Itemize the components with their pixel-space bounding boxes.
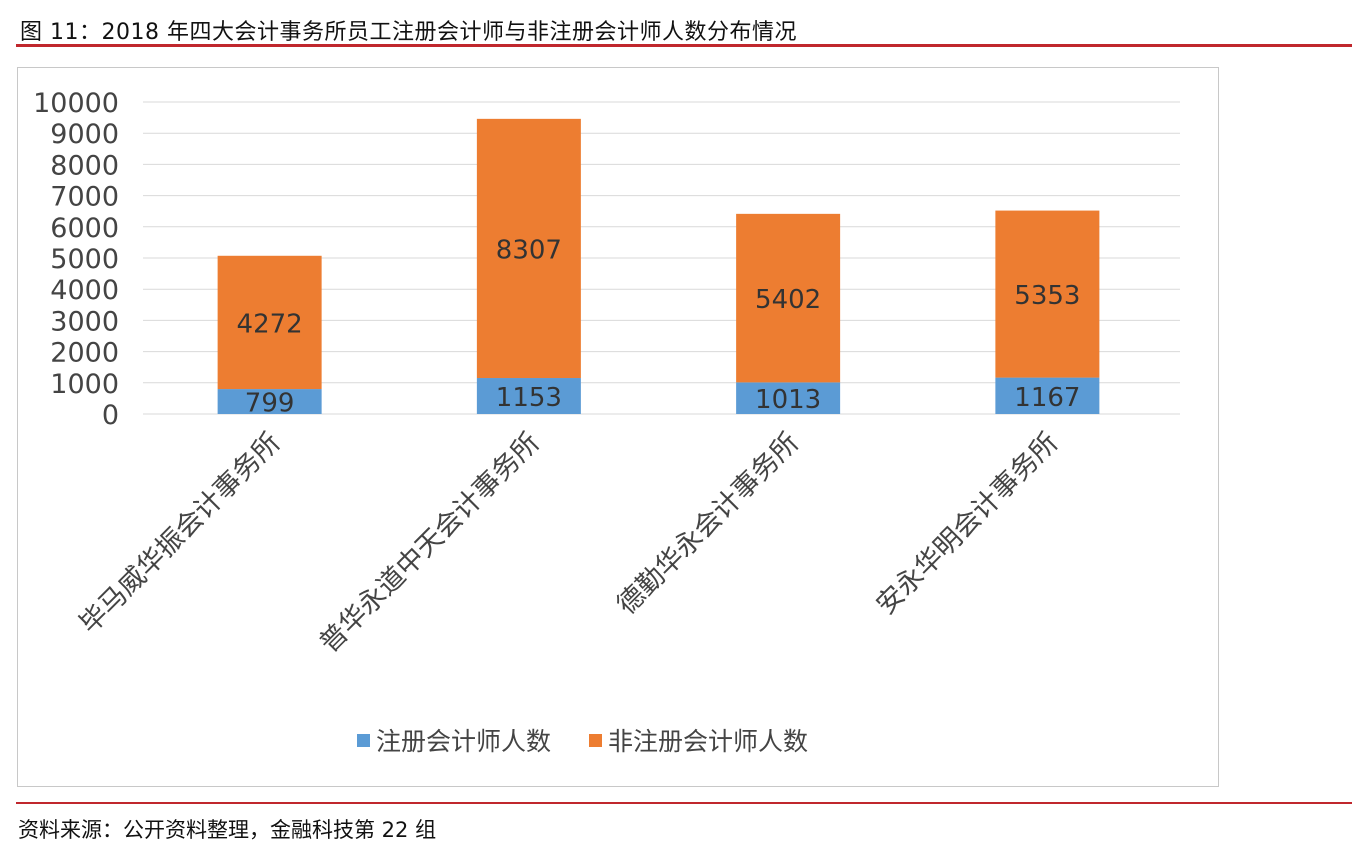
bar-segment-registered: [736, 382, 841, 414]
y-axis: 0100020003000400050006000700080009000100…: [33, 88, 119, 431]
data-label: 1013: [755, 385, 821, 415]
y-tick-label: 4000: [50, 275, 119, 306]
x-category-label: 毕马威华振会计事务所: [74, 427, 287, 640]
data-label: 1167: [1014, 383, 1080, 413]
y-tick-label: 2000: [50, 338, 119, 369]
bar-segment-registered: [217, 389, 322, 414]
y-tick-label: 5000: [50, 244, 119, 275]
legend-label-non-registered: 非注册会计师人数: [608, 727, 809, 756]
x-category-label: 普华永道中天会计事务所: [314, 427, 546, 659]
y-tick-label: 8000: [50, 150, 119, 181]
y-tick-label: 1000: [50, 369, 119, 400]
y-tick-label: 10000: [33, 88, 119, 119]
bar-segment-registered: [476, 378, 581, 414]
y-tick-label: 6000: [50, 213, 119, 244]
bar-segment-non-registered: [476, 118, 581, 379]
legend-swatch-registered: [357, 733, 370, 747]
title-rule: [16, 44, 1352, 47]
legend-label-registered: 注册会计师人数: [376, 727, 552, 756]
y-tick-label: 3000: [50, 306, 119, 337]
legend-swatch-non-registered: [589, 733, 603, 747]
y-tick-label: 0: [102, 400, 119, 431]
bar-segment-registered: [995, 377, 1100, 414]
x-axis: 毕马威华振会计事务所 普华永道中天会计事务所 德勤华永会计事务所 安永华明会计事务所: [74, 427, 1065, 659]
y-tick-label: 7000: [50, 182, 119, 213]
source-note: 资料来源：公开资料整理，金融科技第 22 组: [18, 818, 437, 842]
bar-segment-non-registered: [217, 255, 322, 390]
bar-segment-non-registered: [995, 210, 1100, 378]
chart-frame: [17, 67, 1219, 787]
data-label: 1153: [496, 383, 562, 413]
bars: 799 4272 1153 8307 1013 5402 1167 5353: [217, 118, 1100, 419]
source-rule: [16, 802, 1352, 804]
y-tick-label: 9000: [50, 119, 119, 150]
legend-item-non-registered: 非注册会计师人数: [589, 722, 808, 758]
figure-title: 图 11：2018 年四大会计事务所员工注册会计师与非注册会计师人数分布情况: [20, 20, 797, 45]
data-label: 8307: [496, 235, 562, 265]
x-category-label: 安永华明会计事务所: [871, 427, 1065, 621]
x-category-label: 德勤华永会计事务所: [611, 427, 805, 621]
data-label: 799: [245, 389, 295, 419]
data-label: 5353: [1014, 281, 1080, 311]
chart-legend: 注册会计师人数 非注册会计师人数: [357, 722, 808, 758]
bar-segment-non-registered: [736, 213, 841, 383]
data-label: 5402: [755, 285, 821, 315]
data-label: 4272: [237, 309, 303, 339]
legend-item-registered: 注册会计师人数: [357, 722, 551, 758]
